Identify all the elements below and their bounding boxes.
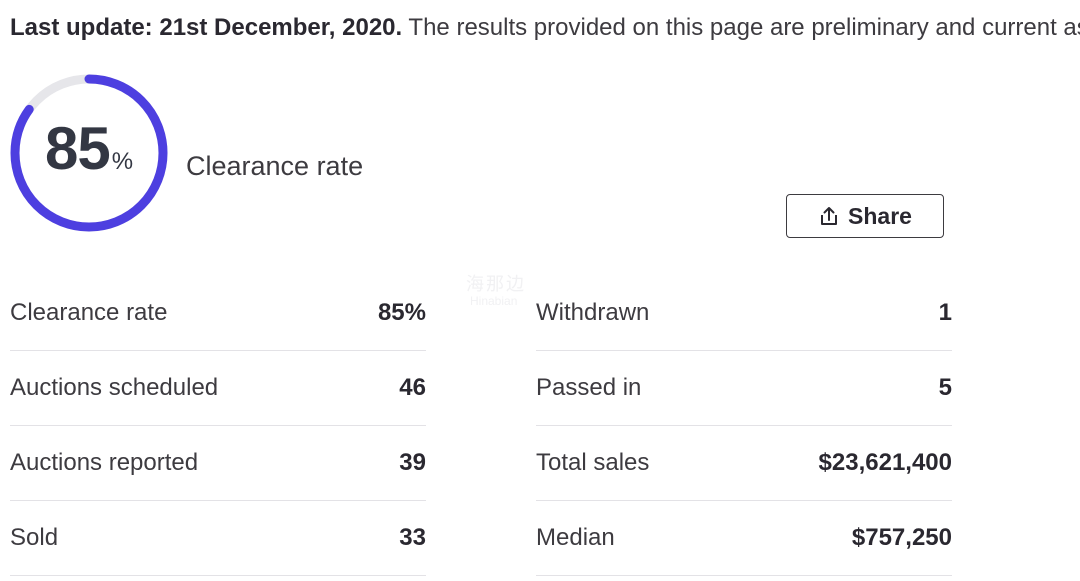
update-disclaimer: The results provided on this page are pr… [402,14,1080,41]
stat-row-auctions-scheduled: Auctions scheduled 46 [10,351,426,426]
stat-row-passed-in: Passed in 5 [536,351,952,426]
stat-row-auctions-reported: Auctions reported 39 [10,426,426,501]
gauge-progress-arc [10,74,168,232]
share-label: Share [848,202,912,229]
stat-value: 46 [399,374,426,401]
stats-left-column: Clearance rate 85% Auctions scheduled 46… [10,276,426,576]
clearance-rate-gauge: 85% [6,70,172,236]
last-update-date: Last update: 21st December, 2020. [10,14,403,41]
stat-label: Withdrawn [536,299,650,326]
stat-label: Auctions scheduled [10,374,219,401]
watermark-sub: Hinabian [470,294,518,308]
stat-value: 5 [938,374,952,401]
stat-row-sold: Sold 33 [10,501,426,576]
share-icon [821,207,838,225]
share-button[interactable]: Share [786,194,944,238]
stat-label: Auctions reported [10,449,199,476]
stat-value: 33 [399,524,426,551]
gauge-value: 85% [6,114,172,184]
stat-label: Total sales [536,449,650,476]
stat-value: $23,621,400 [818,449,952,476]
watermark: 海那边 [466,274,526,294]
stat-value: 1 [938,299,952,326]
gauge-ring [10,74,168,232]
stat-label: Sold [10,524,59,551]
stat-row-withdrawn: Withdrawn 1 [536,276,952,351]
stat-row-clearance-rate: Clearance rate 85% [10,276,426,351]
stat-label: Passed in [536,374,642,401]
last-update-notice: Last update: 21st December, 2020. The re… [10,12,1080,44]
stats-right-column: Withdrawn 1 Passed in 5 Total sales $23,… [536,276,952,576]
stat-value: 39 [399,449,426,476]
gauge-label: Clearance rate [186,151,364,181]
stat-value: $757,250 [851,524,952,551]
stat-label: Median [536,524,615,551]
gauge-number: 85 [44,115,111,182]
stat-label: Clearance rate [10,299,168,326]
stat-row-total-sales: Total sales $23,621,400 [536,426,952,501]
stat-row-median: Median $757,250 [536,501,952,576]
gauge-unit: % [111,148,134,175]
stat-value: 85% [377,299,426,326]
